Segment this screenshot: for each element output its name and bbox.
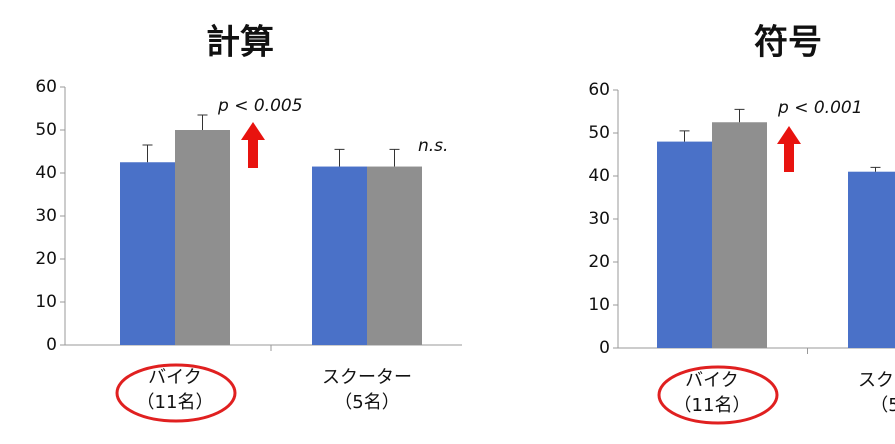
annotation: n.s.: [418, 136, 448, 156]
error-bar: [334, 148, 345, 167]
bar: [848, 171, 895, 348]
y-tick-label: 20: [588, 252, 610, 272]
error-bar: [870, 166, 881, 172]
y-tick-label: 10: [35, 292, 57, 312]
y-tick-label: 40: [35, 163, 57, 183]
y-tick-label: 50: [588, 123, 610, 143]
y-tick-label: 40: [588, 166, 610, 186]
bar: [657, 141, 712, 348]
error-bar: [142, 144, 153, 163]
y-tick-label: 30: [588, 209, 610, 229]
x-tick-label: （11名）: [674, 395, 751, 416]
y-tick-label: 60: [588, 80, 610, 100]
error-bar: [679, 130, 690, 142]
x-tick-label: （5名）: [870, 395, 895, 416]
bar: [712, 122, 767, 348]
x-tick-label: スクーター: [858, 370, 895, 391]
x-tick-label: （5名）: [334, 392, 399, 413]
bar: [120, 162, 175, 345]
error-bar: [389, 148, 400, 167]
highlight-ellipse: [657, 365, 779, 425]
x-tick-label: バイク: [148, 367, 202, 388]
up-arrow: [777, 126, 801, 172]
x-tick-label: バイク: [685, 370, 739, 391]
y-tick-label: 0: [599, 338, 610, 358]
x-tick-label: スクーター: [322, 367, 412, 388]
annotation: p < 0.005: [217, 96, 303, 116]
bar: [312, 166, 367, 345]
error-bar: [197, 114, 208, 130]
highlight-ellipse: [115, 363, 237, 423]
annotation: p < 0.001: [777, 98, 863, 118]
y-tick-label: 0: [46, 335, 57, 355]
y-tick-label: 50: [35, 120, 57, 140]
up-arrow: [241, 122, 265, 168]
y-tick-label: 20: [35, 249, 57, 269]
chart-title: 符号: [754, 23, 822, 63]
x-tick-label: （11名）: [137, 392, 214, 413]
bar: [367, 166, 422, 345]
error-bar: [734, 108, 745, 123]
chart-title: 計算: [206, 23, 274, 63]
bar: [175, 130, 230, 345]
y-tick-label: 60: [35, 77, 57, 97]
y-tick-label: 10: [588, 295, 610, 315]
y-tick-label: 30: [35, 206, 57, 226]
